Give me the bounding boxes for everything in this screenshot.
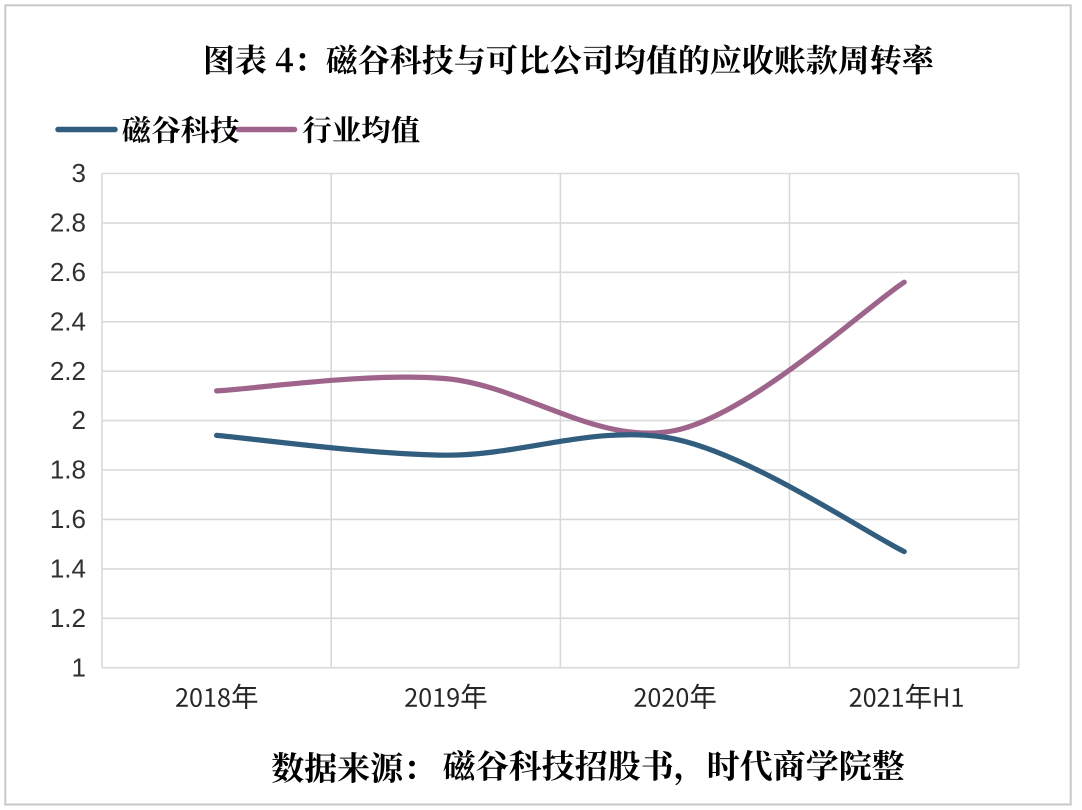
svg-text:1.6: 1.6	[50, 504, 86, 534]
svg-text:1.2: 1.2	[50, 603, 86, 633]
svg-text:1.8: 1.8	[50, 455, 86, 485]
svg-text:2.2: 2.2	[50, 356, 86, 386]
svg-text:3: 3	[72, 158, 86, 188]
svg-text:2.4: 2.4	[50, 306, 86, 336]
svg-text:1: 1	[72, 652, 86, 682]
svg-text:2: 2	[72, 405, 86, 435]
svg-text:2.6: 2.6	[50, 257, 86, 287]
svg-text:1.4: 1.4	[50, 554, 86, 584]
svg-text:2.8: 2.8	[50, 208, 86, 238]
